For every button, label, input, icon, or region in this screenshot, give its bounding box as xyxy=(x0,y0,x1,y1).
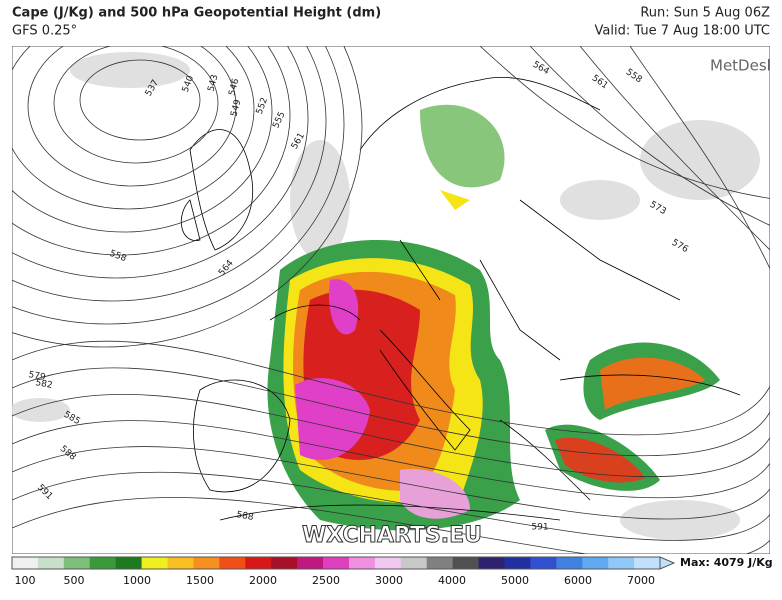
contour-label: 549 xyxy=(229,98,243,117)
contour-label: 591 xyxy=(531,523,548,533)
map-title: Cape (J/Kg) and 500 hPa Geopotential Hei… xyxy=(12,6,381,21)
contour-label: 579 xyxy=(28,370,47,383)
colorbar-segment xyxy=(452,557,480,569)
colorbar-segment xyxy=(504,557,531,569)
brand-logo: MetDesk xyxy=(710,57,776,75)
colorbar-arrow xyxy=(659,556,676,570)
colorbar: 100 500 1000 1500 2000 2500 3000 4000 5000 6000 70… xyxy=(11,556,676,587)
colorbar-tick-label: 3000 xyxy=(375,574,403,587)
model-name: GFS 0.25° xyxy=(12,24,77,39)
colorbar-segment xyxy=(37,557,65,569)
colorbar-segment xyxy=(167,557,194,569)
contour-line xyxy=(12,46,327,302)
colorbar-segment xyxy=(426,557,454,569)
colorbar-segment xyxy=(141,557,169,569)
contour-label: 588 xyxy=(236,510,255,523)
colorbar-segment xyxy=(115,557,143,569)
colorbar-segment xyxy=(478,557,505,569)
colorbar-segment xyxy=(323,557,350,569)
colorbar-tick-label: 2500 xyxy=(312,574,340,587)
run-time: Run: Sun 5 Aug 06Z xyxy=(640,6,770,21)
valid-time: Valid: Tue 7 Aug 18:00 UTC xyxy=(595,24,770,39)
contour-label: 546 xyxy=(227,77,241,96)
colorbar-segment xyxy=(348,557,376,569)
colorbar-segment xyxy=(219,557,246,569)
colorbar-tick-label: 500 xyxy=(64,574,85,587)
colorbar-tick-label: 7000 xyxy=(627,574,655,587)
colorbar-tick-label: 5000 xyxy=(501,574,529,587)
colorbar-tick-label: 6000 xyxy=(564,574,592,587)
colorbar-segment xyxy=(245,557,272,569)
geopotential-contours xyxy=(12,46,770,554)
colorbar-tick-label: 1500 xyxy=(186,574,214,587)
contour-line xyxy=(12,46,363,348)
contour-line xyxy=(12,46,291,256)
contour-line xyxy=(79,59,201,141)
cloud-shading xyxy=(12,52,760,540)
colorbar-segment xyxy=(634,557,661,569)
contour-line xyxy=(12,497,770,554)
colorbar-segment xyxy=(400,557,428,569)
contour-line xyxy=(12,394,770,478)
contour-line xyxy=(12,471,770,541)
contour-line xyxy=(53,46,219,164)
contour-line xyxy=(12,46,309,279)
colorbar-tick-label: 2000 xyxy=(249,574,277,587)
colorbar-segment xyxy=(63,557,91,569)
contour-line xyxy=(629,46,770,270)
colorbar-segment xyxy=(582,557,609,569)
contour-line xyxy=(12,340,770,436)
colorbar-segment xyxy=(271,557,298,569)
colorbar-segment xyxy=(530,557,557,569)
coastlines xyxy=(181,76,741,521)
contour-line xyxy=(12,46,255,210)
contour-line xyxy=(12,446,770,520)
contour-label: 582 xyxy=(35,378,54,391)
colorbar-segment xyxy=(608,557,635,569)
colorbar-segment xyxy=(297,557,324,569)
watermark: WXCHARTS.EU xyxy=(302,523,482,548)
cape-field xyxy=(267,104,720,531)
colorbar-tick-label: 100 xyxy=(15,574,36,587)
contour-line xyxy=(27,46,237,187)
colorbar-segment xyxy=(556,557,583,569)
contour-line xyxy=(12,46,345,325)
colorbar-segment xyxy=(193,557,220,569)
contour-line xyxy=(12,367,770,456)
colorbar-tick-label: 4000 xyxy=(438,574,466,587)
colorbar-segment xyxy=(12,557,39,569)
colorbar-tick-label: 1000 xyxy=(123,574,151,587)
colorbar-segment xyxy=(89,557,117,569)
max-value-label: Max: 4079 J/Kg xyxy=(680,556,773,569)
contour-line xyxy=(12,46,273,233)
contour-label: 543 xyxy=(206,74,220,93)
contour-line xyxy=(12,420,770,499)
colorbar-segment xyxy=(374,557,402,569)
colorbar-frame xyxy=(11,556,661,570)
